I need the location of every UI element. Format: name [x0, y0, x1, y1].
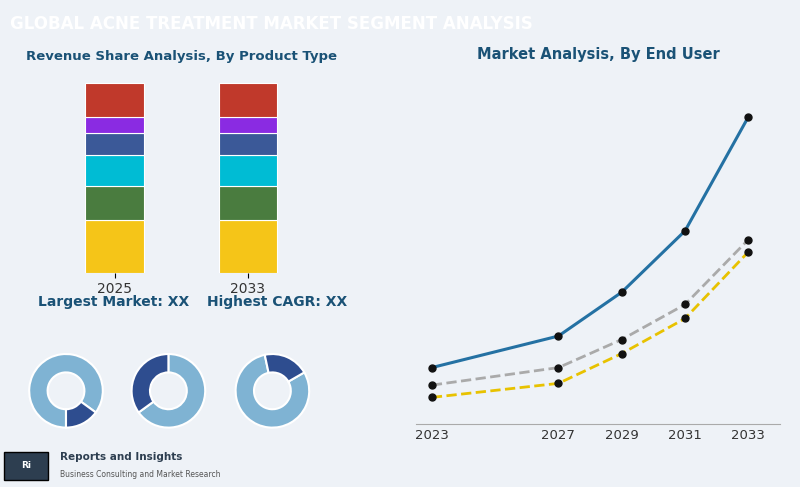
Text: Largest Market: XX: Largest Market: XX [38, 295, 190, 309]
Bar [218, 132, 278, 155]
Bar [218, 83, 278, 117]
Wedge shape [138, 354, 205, 428]
Bar [218, 186, 278, 220]
Bar [218, 220, 278, 273]
Bar [86, 220, 144, 273]
Wedge shape [265, 354, 304, 382]
Text: GLOBAL ACNE TREATMENT MARKET SEGMENT ANALYSIS: GLOBAL ACNE TREATMENT MARKET SEGMENT ANA… [10, 15, 533, 33]
Bar [86, 117, 144, 132]
Bar [218, 155, 278, 186]
Bar [86, 155, 144, 186]
Title: Market Analysis, By End User: Market Analysis, By End User [477, 47, 719, 62]
Bar [86, 186, 144, 220]
Wedge shape [132, 354, 169, 412]
Bar [86, 132, 144, 155]
Wedge shape [66, 402, 96, 428]
Bar [218, 117, 278, 132]
Text: Reports and Insights: Reports and Insights [60, 452, 182, 462]
Text: Ri: Ri [21, 462, 31, 470]
Wedge shape [236, 355, 309, 428]
Text: Highest CAGR: XX: Highest CAGR: XX [207, 295, 347, 309]
Bar [86, 83, 144, 117]
Text: Revenue Share Analysis, By Product Type: Revenue Share Analysis, By Product Type [26, 50, 337, 63]
Wedge shape [30, 354, 102, 428]
FancyBboxPatch shape [4, 452, 48, 480]
Text: Business Consulting and Market Research: Business Consulting and Market Research [60, 470, 221, 479]
